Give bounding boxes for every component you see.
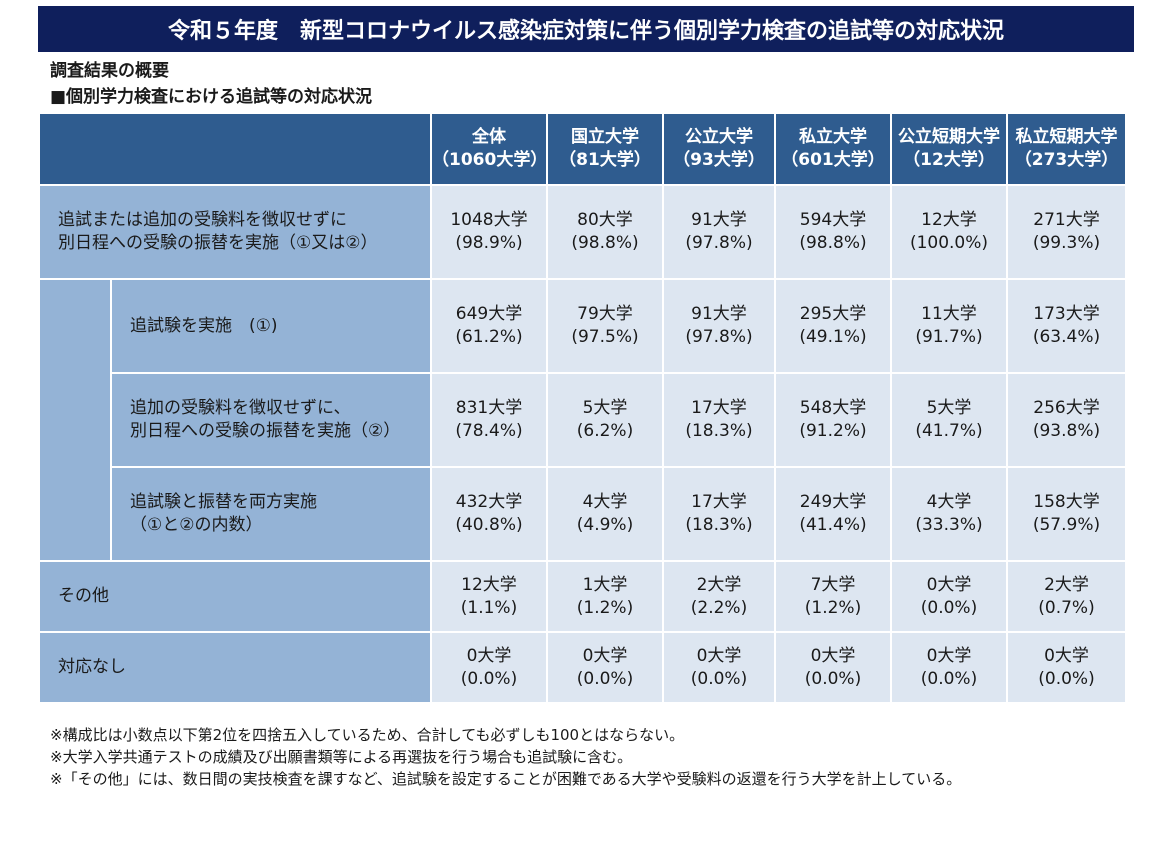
table-cell: 91大学 (97.8%) — [662, 278, 776, 374]
table-cell: 0大学 (0.0%) — [546, 631, 664, 704]
table-cell: 5大学 (6.2%) — [546, 372, 664, 468]
table-cell: 2大学 (0.7%) — [1006, 560, 1127, 633]
col-header-national: 国立大学 （81大学） — [546, 112, 664, 186]
row-label-other: その他 — [38, 560, 432, 633]
table-cell: 79大学 (97.5%) — [546, 278, 664, 374]
table-row: その他 12大学 (1.1%) 1大学 (1.2%) 2大学 (2.2%) 7大学 (1… — [38, 560, 1127, 633]
table-cell: 4大学 (4.9%) — [546, 466, 664, 562]
footnote-other: ※「その他」には、数日間の実技検査を課すなど、追試験を設定することが困難である大… — [50, 770, 962, 788]
col-header-all: 全体 （1060大学） — [430, 112, 548, 186]
row-label-either: 追試または追加の受験料を徴収せずに 別日程への受験の振替を実施（①又は②） — [38, 184, 432, 280]
table-cell: 649大学 (61.2%) — [430, 278, 548, 374]
table-cell: 0大学 (0.0%) — [662, 631, 776, 704]
table-cell: 5大学 (41.7%) — [890, 372, 1008, 468]
table-cell: 831大学 (78.4%) — [430, 372, 548, 468]
row-label-makeup-exam: 追試験を実施 (①) — [110, 278, 432, 374]
table-row: 追試または追加の受験料を徴収せずに 別日程への受験の振替を実施（①又は②） 104… — [38, 184, 1127, 280]
col-header-private: 私立大学 （601大学） — [774, 112, 892, 186]
col-header-public: 公立大学 （93大学） — [662, 112, 776, 186]
col-header-private-junior: 私立短期大学 （273大学） — [1006, 112, 1127, 186]
row-label-transfer: 追加の受験料を徴収せずに、 別日程への受験の振替を実施（②） — [110, 372, 432, 468]
header-corner — [38, 112, 432, 186]
section-heading: 調査結果の概要 — [50, 61, 169, 81]
table-cell: 2大学 (2.2%) — [662, 560, 776, 633]
table-cell: 80大学 (98.8%) — [546, 184, 664, 280]
table-cell: 0大学 (0.0%) — [890, 631, 1008, 704]
table-cell: 0大学 (0.0%) — [890, 560, 1008, 633]
table-cell: 17大学 (18.3%) — [662, 372, 776, 468]
table-cell: 295大学 (49.1%) — [774, 278, 892, 374]
table-row: 追試験を実施 (①) 649大学 (61.2%) 79大学 (97.5%) 91大学… — [38, 278, 1127, 562]
table-cell: 0大学 (0.0%) — [1006, 631, 1127, 704]
footnote-reselection: ※大学入学共通テストの成績及び出願書類等による再選抜を行う場合も追試験に含む。 — [50, 748, 633, 766]
table-cell: 12大学 (1.1%) — [430, 560, 548, 633]
header-row: 全体 （1060大学） 国立大学 （81大学） 公立大学 （93大学） 私立大学 （60… — [38, 112, 1127, 186]
col-header-public-junior: 公立短期大学 （12大学） — [890, 112, 1008, 186]
table-cell: 256大学 (93.8%) — [1006, 372, 1127, 468]
table-cell: 11大学 (91.7%) — [890, 278, 1008, 374]
table-row: 追試験と振替を両方実施 （①と②の内数） 432大学 (40.8%) 4大学 (4.9… — [39, 466, 1127, 562]
table-cell: 0大学 (0.0%) — [774, 631, 892, 704]
table-cell: 158大学 (57.9%) — [1006, 466, 1127, 562]
table-cell: 548大学 (91.2%) — [774, 372, 892, 468]
indent-spacer — [38, 278, 112, 562]
table-cell: 432大学 (40.8%) — [430, 466, 548, 562]
table-cell: 271大学 (99.3%) — [1006, 184, 1127, 280]
page-title: 令和５年度 新型コロナウイルス感染症対策に伴う個別学力検査の追試等の対応状況 — [38, 6, 1134, 52]
table-row: 対応なし 0大学 (0.0%) 0大学 (0.0%) 0大学 (0.0%) 0大学 (0… — [38, 631, 1127, 704]
table-row: 追加の受験料を徴収せずに、 別日程への受験の振替を実施（②） 831大学 (78.4… — [39, 372, 1127, 468]
response-status-table: 全体 （1060大学） 国立大学 （81大学） 公立大学 （93大学） 私立大学 （60… — [38, 112, 1127, 704]
table-cell: 594大学 (98.8%) — [774, 184, 892, 280]
footnote-rounding: ※構成比は小数点以下第2位を四捨五入しているため、合計しても必ずしも100とはな… — [50, 726, 685, 744]
row-label-both: 追試験と振替を両方実施 （①と②の内数） — [110, 466, 432, 562]
table-cell: 91大学 (97.8%) — [662, 184, 776, 280]
table-cell: 1048大学 (98.9%) — [430, 184, 548, 280]
row-label-none: 対応なし — [38, 631, 432, 704]
table-cell: 4大学 (33.3%) — [890, 466, 1008, 562]
table-cell: 7大学 (1.2%) — [774, 560, 892, 633]
table-cell: 249大学 (41.4%) — [774, 466, 892, 562]
table-cell: 1大学 (1.2%) — [546, 560, 664, 633]
table-cell: 12大学 (100.0%) — [890, 184, 1008, 280]
table-cell: 173大学 (63.4%) — [1006, 278, 1127, 374]
table-heading: ■個別学力検査における追試等の対応状況 — [50, 87, 373, 107]
table-cell: 17大学 (18.3%) — [662, 466, 776, 562]
table-cell: 0大学 (0.0%) — [430, 631, 548, 704]
